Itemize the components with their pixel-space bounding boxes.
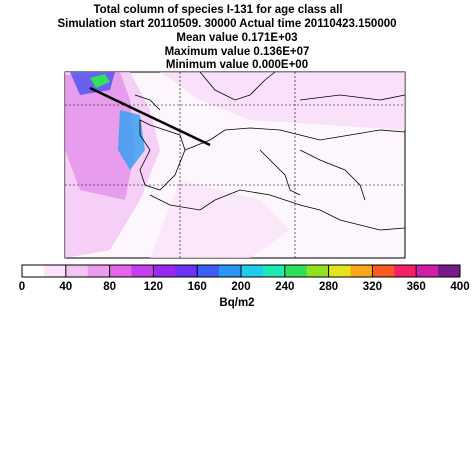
color-swatch xyxy=(416,265,439,277)
color-swatch xyxy=(262,265,286,277)
color-swatch xyxy=(350,265,373,277)
tick-label: 360 xyxy=(407,281,426,293)
tick-label: 120 xyxy=(144,281,163,293)
color-swatch xyxy=(109,265,132,277)
colorbar: 0 40 80 120 160 200 240 280 320 360 400 xyxy=(19,264,470,293)
color-swatch xyxy=(87,265,110,277)
colorbar-label: Bq/m2 xyxy=(219,297,254,309)
color-swatch xyxy=(131,265,154,277)
color-swatch xyxy=(394,265,417,277)
color-swatch xyxy=(306,265,329,277)
map xyxy=(64,71,406,259)
color-swatch xyxy=(284,265,307,277)
tick-label: 0 xyxy=(19,281,25,293)
tick-label: 280 xyxy=(319,281,338,293)
mean-value: Mean value 0.171E+03 xyxy=(176,32,297,44)
subtitle: Simulation start 20110509. 30000 Actual … xyxy=(57,18,396,30)
tick-label: 160 xyxy=(188,281,207,293)
title: Total column of species I-131 for age cl… xyxy=(93,4,342,16)
tick-label: 200 xyxy=(231,281,250,293)
color-swatch xyxy=(22,265,45,277)
color-swatch xyxy=(372,265,395,277)
color-swatch xyxy=(328,265,351,277)
color-swatch xyxy=(219,265,242,277)
color-swatch xyxy=(65,265,88,277)
tick-label: 80 xyxy=(103,281,116,293)
color-swatch xyxy=(241,265,264,277)
tick-label: 40 xyxy=(59,281,72,293)
min-value: Minimum value 0.000E+00 xyxy=(166,59,308,71)
color-swatch xyxy=(197,265,220,277)
max-value: Maximum value 0.136E+07 xyxy=(165,46,310,58)
color-swatch xyxy=(438,265,461,277)
tick-label: 240 xyxy=(275,281,294,293)
color-swatch xyxy=(175,265,198,277)
color-swatch xyxy=(43,265,67,277)
color-swatch xyxy=(153,265,176,277)
tick-label: 320 xyxy=(363,281,382,293)
tick-label: 400 xyxy=(450,281,469,293)
